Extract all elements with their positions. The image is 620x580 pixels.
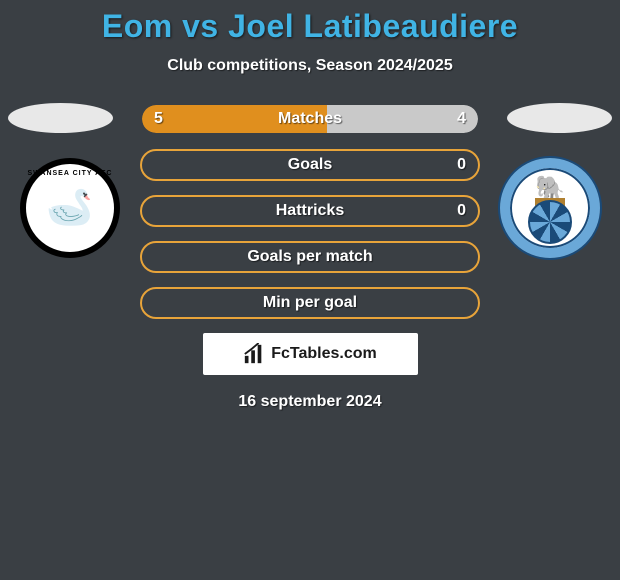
stat-value-right: 0 [457,156,466,174]
stat-label: Matches [278,110,342,128]
comparison-panel: SWANSEA CITY AFC 🦢 🐘 Matches54Goals0Hatt… [0,103,620,411]
page-title: Eom vs Joel Latibeaudiere [0,0,620,45]
stat-bar-mpg: Min per goal [140,287,480,319]
stat-bar-goals: Goals 0 [140,149,480,181]
stat-fill-right [327,105,478,133]
stat-label: Goals per match [247,248,372,266]
snapshot-date: 16 september 2024 [0,393,620,411]
stat-bars: Matches 5 4 Goals 0 Hattricks 0 Goals per match… [140,103,480,319]
club-badge-left: SWANSEA CITY AFC 🦢 [20,158,120,258]
stat-bar-gpm: Goals per match [140,241,480,273]
stat-bar-matches: Matches 5 4 [140,103,480,135]
stat-label: Min per goal [263,294,357,312]
page-subtitle: Club competitions, Season 2024/2025 [0,57,620,75]
player-photo-placeholder-right [507,103,612,133]
football-icon [528,200,572,244]
stat-value-right: 0 [457,202,466,220]
stat-bar-hattricks: Hattricks 0 [140,195,480,227]
club-badge-right: 🐘 [500,158,600,258]
stat-label: Goals [288,156,332,174]
chart-icon [243,343,265,365]
stat-value-left: 5 [154,110,163,128]
swan-icon: 🦢 [46,186,93,230]
brand-text: FcTables.com [271,345,377,363]
player-photo-placeholder-left [8,103,113,133]
stat-label: Hattricks [276,202,344,220]
stat-value-right: 4 [457,110,466,128]
club-badge-left-text: SWANSEA CITY AFC [28,170,113,177]
brand-badge[interactable]: FcTables.com [203,333,418,375]
